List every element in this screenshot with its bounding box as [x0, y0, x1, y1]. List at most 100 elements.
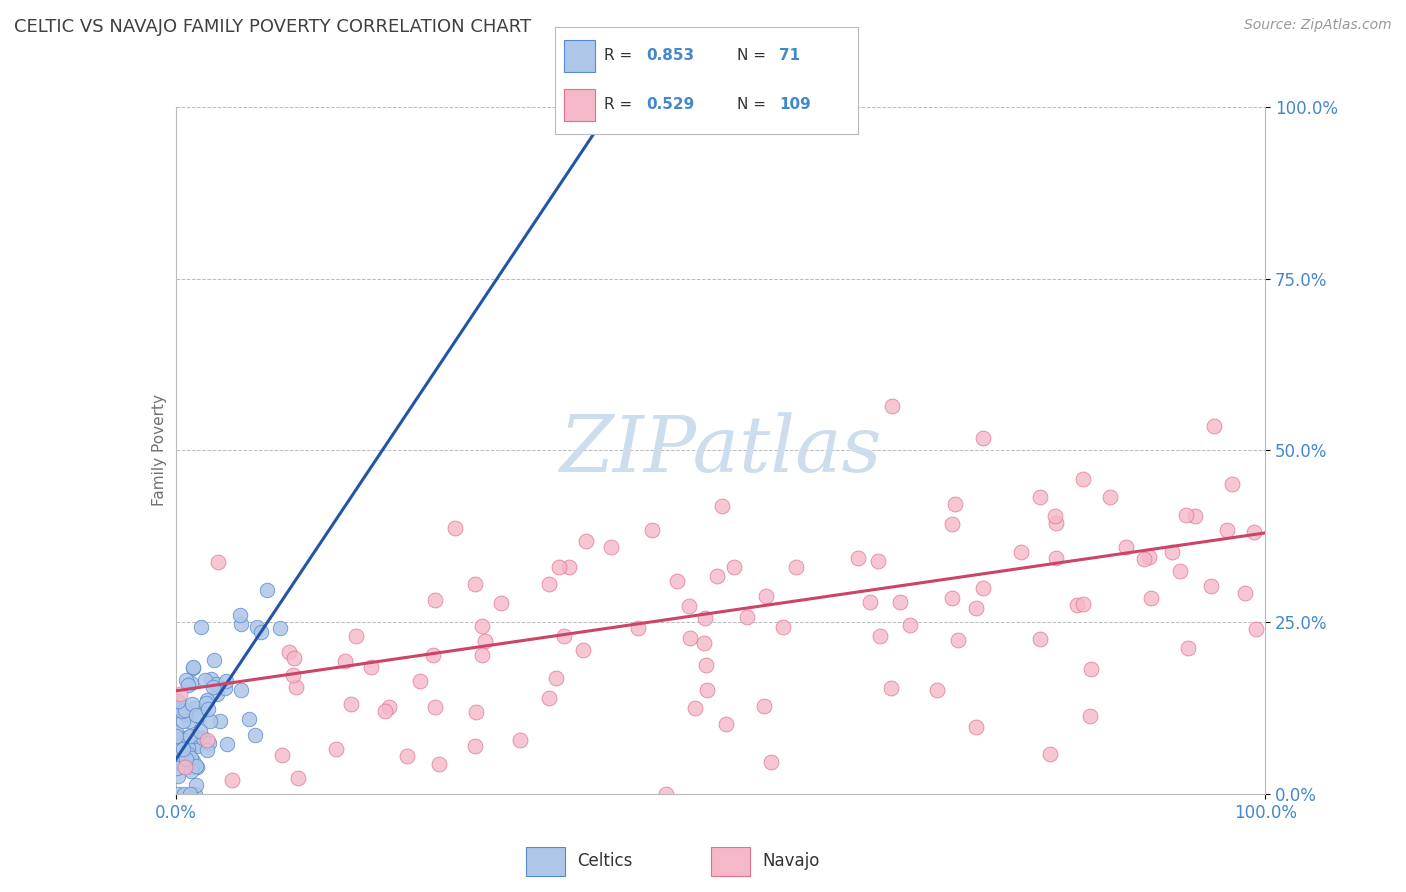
Point [706, 569, 728, 583]
Point [1045, 550, 1067, 565]
Point [167, 693, 190, 707]
Point [204, 677, 226, 691]
Point [200, 714, 222, 728]
Point [195, 733, 218, 747]
Point [177, 730, 200, 744]
Point [207, 555, 229, 569]
Point [695, 657, 717, 672]
Point [277, 645, 299, 659]
Point [181, 660, 204, 674]
Point [548, 560, 571, 574]
Point [1133, 552, 1156, 566]
Point [965, 601, 987, 615]
Point [287, 771, 309, 785]
Point [344, 629, 367, 643]
Point [190, 620, 212, 634]
Point [191, 731, 214, 745]
Point [200, 673, 222, 687]
Bar [711, 847, 751, 876]
Point [169, 755, 191, 769]
Text: 0.853: 0.853 [647, 48, 695, 63]
Point [1099, 490, 1122, 504]
Point [205, 687, 228, 701]
Text: N =: N = [737, 48, 770, 63]
Point [889, 595, 911, 609]
Point [1233, 586, 1256, 600]
Point [378, 700, 401, 714]
Point [249, 624, 271, 639]
Point [269, 621, 291, 635]
Point [1010, 545, 1032, 559]
Point [197, 702, 219, 716]
Point [666, 574, 689, 588]
Point [696, 683, 718, 698]
Point [181, 698, 204, 712]
Point [194, 673, 217, 687]
Point [866, 554, 889, 568]
Text: N =: N = [737, 97, 770, 112]
Point [882, 399, 904, 413]
Point [752, 698, 775, 713]
Point [188, 723, 211, 738]
Point [183, 701, 205, 715]
Point [941, 517, 963, 532]
Point [174, 707, 197, 722]
Point [1177, 641, 1199, 656]
Point [181, 660, 204, 674]
Point [360, 660, 382, 674]
Y-axis label: Family Poverty: Family Poverty [152, 394, 167, 507]
Point [246, 620, 269, 634]
Text: 71: 71 [779, 48, 800, 63]
Point [898, 618, 921, 632]
Point [572, 642, 595, 657]
Point [759, 756, 782, 770]
Point [423, 593, 446, 607]
Bar [564, 39, 595, 71]
Point [465, 706, 488, 720]
Point [1160, 545, 1182, 559]
Point [180, 764, 202, 779]
Point [1137, 549, 1160, 564]
Point [692, 636, 714, 650]
Point [256, 582, 278, 597]
Point [471, 648, 494, 662]
Point [176, 677, 198, 691]
Point [553, 629, 575, 643]
Point [710, 499, 733, 513]
Point [965, 720, 987, 734]
Point [209, 714, 232, 728]
Point [333, 654, 356, 668]
Point [167, 769, 190, 783]
Point [238, 712, 260, 726]
Point [538, 576, 561, 591]
Point [626, 621, 648, 635]
Point [1220, 476, 1243, 491]
Point [575, 534, 598, 549]
Point [1078, 708, 1101, 723]
Point [1168, 564, 1191, 578]
Point [340, 697, 363, 711]
Point [943, 497, 966, 511]
Point [723, 559, 745, 574]
Point [880, 681, 903, 695]
Point [1045, 516, 1067, 530]
Point [229, 608, 252, 623]
Point [177, 747, 200, 761]
Point [281, 667, 304, 681]
Point [755, 589, 778, 603]
Point [427, 756, 450, 771]
Point [395, 749, 418, 764]
Bar [526, 847, 565, 876]
Point [678, 599, 700, 613]
Point [927, 683, 949, 698]
Point [489, 596, 512, 610]
Point [1080, 661, 1102, 675]
Point [946, 632, 969, 647]
Point [537, 690, 560, 705]
Point [422, 648, 444, 662]
Point [172, 732, 194, 747]
Point [177, 714, 200, 728]
Point [215, 673, 238, 688]
Point [374, 704, 396, 718]
Point [174, 673, 197, 687]
